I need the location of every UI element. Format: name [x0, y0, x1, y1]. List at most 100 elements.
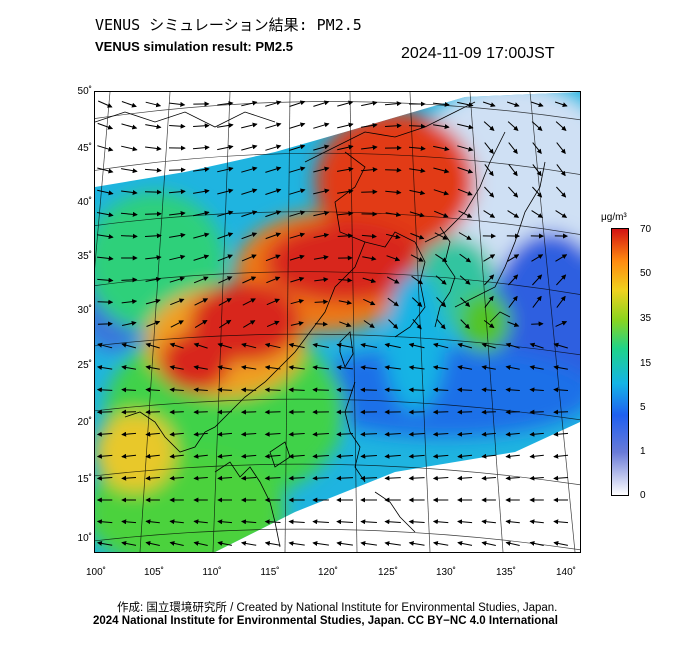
wind-arrow — [384, 123, 402, 129]
wind-arrow — [507, 121, 519, 131]
wind-arrow — [241, 188, 258, 195]
colorbar-tick-35: 35 — [640, 313, 652, 324]
wind-arrow — [458, 232, 472, 240]
wind-arrow — [121, 475, 137, 481]
wind-arrow — [265, 232, 282, 240]
wind-arrow — [193, 431, 208, 437]
wind-arrow — [145, 342, 160, 349]
wind-arrow — [483, 210, 496, 218]
wind-arrow — [288, 342, 305, 349]
wind-arrow — [556, 186, 567, 198]
wind-arrow — [457, 540, 473, 546]
wind-arrow — [264, 453, 281, 459]
lon-label-100: 100˚ — [85, 567, 106, 578]
wind-arrow — [168, 189, 186, 195]
colorbar — [611, 228, 629, 496]
wind-arrow — [145, 540, 160, 546]
wind-arrow — [265, 210, 282, 218]
wind-arrow — [361, 189, 378, 195]
wind-arrow — [532, 164, 542, 177]
wind-arrow — [168, 167, 186, 173]
wind-arrow — [121, 453, 137, 459]
wind-arrow — [434, 232, 448, 240]
wind-arrow — [459, 275, 471, 285]
wind-arrow — [338, 299, 353, 305]
wind-arrow — [457, 453, 473, 459]
wind-arrow — [314, 321, 328, 327]
wind-arrow — [384, 475, 401, 481]
wind-arrow — [505, 342, 520, 349]
credit-line: 作成: 国立環境研究所 / Created by National Instit… — [117, 602, 558, 614]
wind-arrow — [265, 144, 282, 151]
wind-arrow — [553, 519, 569, 525]
wind-arrow — [145, 453, 160, 459]
wind-arrow — [169, 519, 184, 525]
wind-arrow — [289, 188, 306, 195]
wind-arrow — [97, 255, 114, 261]
wind-arrow — [121, 101, 137, 108]
wind-arrow — [360, 453, 377, 459]
wind-arrow — [193, 232, 210, 239]
wind-arrow — [458, 210, 473, 218]
wind-arrow — [313, 166, 330, 173]
wind-arrow — [434, 210, 449, 218]
wind-arrow — [384, 342, 401, 349]
wind-arrow — [529, 540, 544, 546]
wind-arrow — [408, 475, 425, 481]
wind-arrow — [336, 387, 354, 393]
wind-arrow — [264, 540, 281, 546]
wind-arrow — [313, 232, 330, 238]
wind-arrow — [556, 274, 567, 286]
wind-arrow — [240, 519, 257, 525]
wind-arrow — [193, 519, 208, 525]
wind-arrow — [481, 387, 496, 393]
wind-arrow — [241, 342, 257, 349]
wind-arrow — [483, 254, 496, 262]
wind-arrow — [363, 298, 376, 306]
wind-arrow — [385, 167, 402, 173]
wind-arrow — [241, 100, 258, 107]
colorbar-tick-1: 1 — [640, 446, 646, 457]
wind-arrow — [505, 431, 520, 437]
colorbar-tick-70: 70 — [640, 224, 652, 235]
lat-label-10: 10˚ — [77, 533, 92, 544]
wind-arrow — [313, 144, 330, 151]
wind-arrow — [217, 122, 234, 128]
wind-arrow — [508, 295, 518, 308]
wind-arrow — [145, 365, 160, 370]
wind-arrow — [505, 540, 520, 546]
wind-arrow — [384, 387, 401, 393]
wind-arrow — [384, 101, 402, 107]
wind-arrow — [386, 276, 400, 284]
wind-arrow — [481, 453, 496, 459]
wind-arrow — [432, 453, 449, 459]
wind-arrow — [146, 320, 161, 327]
wind-arrow — [241, 166, 258, 173]
wind-arrow — [169, 123, 186, 129]
wind-arrow — [532, 295, 542, 308]
wind-arrow — [386, 255, 401, 262]
wind-arrow — [556, 142, 566, 155]
wind-arrow — [241, 254, 257, 262]
wind-arrow — [457, 519, 473, 525]
wind-arrow — [169, 342, 184, 349]
wind-arrow — [264, 387, 281, 393]
wind-arrow — [555, 121, 567, 131]
wind-arrow — [121, 168, 138, 174]
wind-arrow — [169, 211, 186, 217]
wind-arrow — [289, 232, 306, 239]
wind-arrow — [531, 210, 544, 218]
wind-arrow — [145, 101, 162, 108]
wind-arrow — [218, 276, 233, 284]
wind-arrow — [97, 321, 113, 327]
wind-arrow — [457, 123, 474, 130]
wind-arrow — [484, 274, 495, 286]
wind-arrow — [360, 540, 377, 546]
wind-arrow — [457, 167, 474, 174]
lon-label-135: 135˚ — [495, 567, 516, 578]
wind-arrow — [96, 431, 113, 437]
wind-arrow — [97, 189, 114, 196]
wind-arrow — [217, 475, 233, 481]
wind-arrow — [457, 387, 473, 393]
colorbar-tick-5: 5 — [640, 402, 646, 413]
